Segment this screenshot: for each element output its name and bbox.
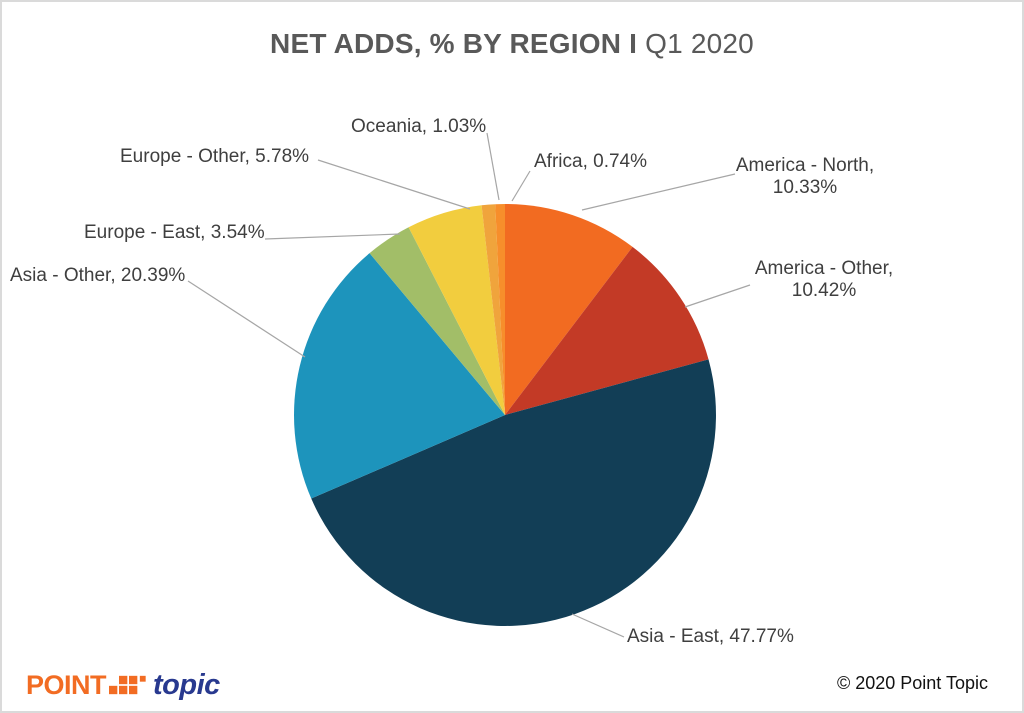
leader-line-america-north: [581, 173, 736, 211]
title-main: NET ADDS, % BY REGION I: [270, 28, 638, 59]
title-period: Q1 2020: [637, 28, 754, 59]
logo-point-text: POINT: [26, 670, 107, 700]
pie-slice-asia-east: [311, 359, 716, 626]
copyright-text: © 2020 Point Topic: [836, 673, 988, 693]
pie-slice-america-other: [505, 246, 709, 415]
leader-line-oceania: [486, 132, 500, 201]
pie-slice-asia-other: [294, 253, 505, 499]
point-topic-logo-squares-icon: [109, 675, 146, 695]
leader-line-asia-other: [187, 280, 306, 358]
page-title: NET ADDS, % BY REGION I Q1 2020: [2, 28, 1022, 60]
pie-slice-europe-other: [408, 205, 505, 415]
pie-slice-oceania: [481, 204, 505, 415]
leader-line-asia-east: [571, 613, 625, 638]
pie-slice-africa: [495, 204, 505, 415]
logo-topic-text: topic: [153, 669, 220, 701]
leader-line-africa: [511, 170, 531, 202]
leader-line-america-other: [684, 284, 751, 308]
leader-line-europe-east: [264, 233, 401, 240]
pie-slice-america-north: [505, 204, 633, 415]
leader-line-europe-other: [317, 159, 471, 210]
point-topic-logo: POINT topic: [26, 666, 220, 700]
pie-slice-europe-east: [369, 227, 505, 415]
